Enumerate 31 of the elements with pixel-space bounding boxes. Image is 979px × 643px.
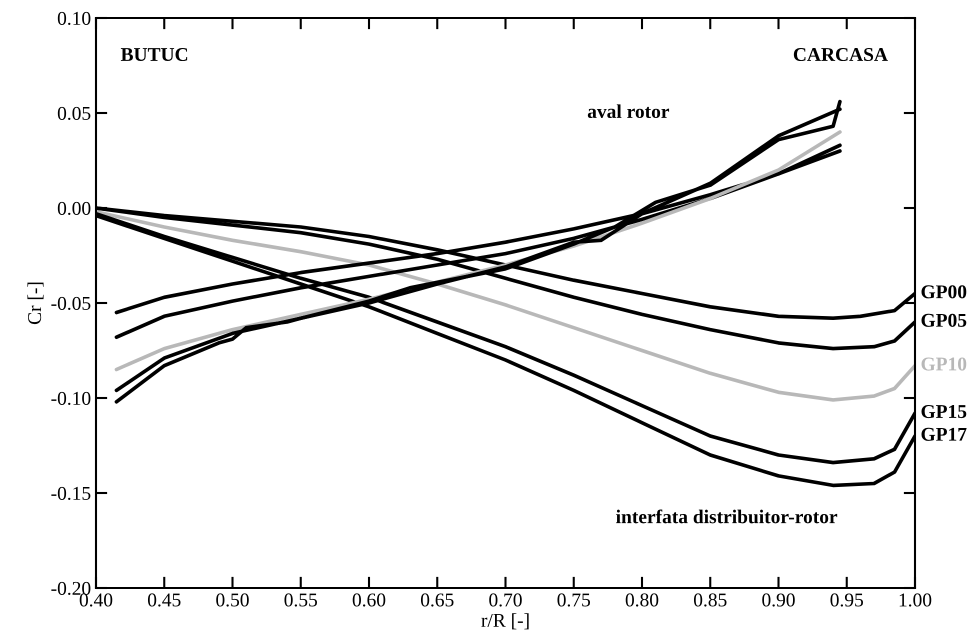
series-label: GP17: [922, 428, 967, 441]
x-tick-label: 0.85: [694, 593, 727, 607]
x-tick-label: 0.75: [557, 593, 590, 607]
x-tick-label: 1.00: [900, 593, 932, 607]
y-axis-title: Cr [-]: [27, 282, 44, 324]
y-tick-label: -0.15: [51, 486, 90, 500]
legend-label: GP15: [922, 405, 966, 418]
annotation: aval rotor: [588, 104, 670, 118]
annotation: interfata distribuitor-rotor: [616, 509, 838, 524]
x-tick-label: 0.70: [489, 593, 522, 607]
x-tick-label: 0.80: [626, 593, 658, 607]
legend-label: GP00: [922, 285, 966, 298]
y-tick-label: 0.05: [58, 106, 90, 120]
y-tick-label: -0.10: [51, 392, 90, 406]
y-tick-label: -0.20: [51, 582, 90, 596]
x-tick-label: 0.60: [352, 593, 386, 607]
x-axis-title: r/R [-]: [481, 613, 529, 630]
x-tick-label: 0.90: [762, 593, 795, 607]
y-tick-label: 0.10: [58, 12, 90, 26]
y-tick-label: 0.00: [58, 202, 90, 216]
x-tick-label: 0.45: [148, 593, 181, 607]
x-tick-label: 0.95: [830, 593, 864, 607]
x-tick-label: 0.50: [216, 593, 249, 607]
x-tick-label: 0.40: [80, 593, 112, 607]
series-label: GP10: [922, 357, 966, 371]
y-tick-label: -0.05: [51, 296, 90, 310]
annotation: BUTUC: [120, 48, 188, 62]
x-tick-label: 0.55: [284, 593, 318, 607]
series-label: GP05: [922, 314, 966, 327]
annotation: CARCASA: [794, 48, 888, 62]
x-tick-label: 0.65: [420, 593, 454, 607]
